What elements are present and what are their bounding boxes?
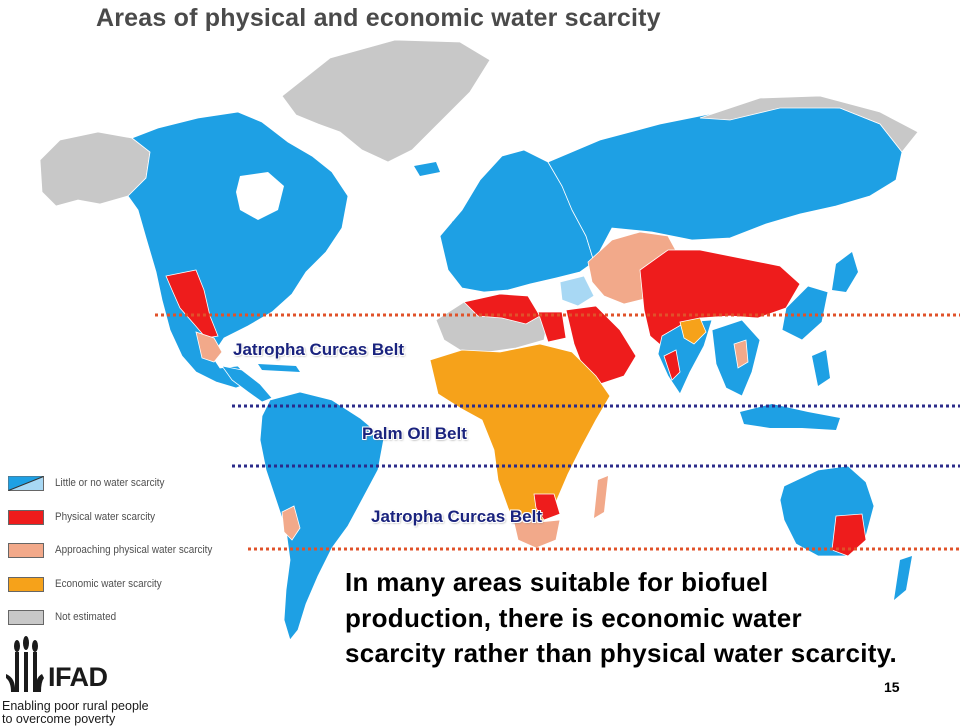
not-estimated-swatch <box>8 610 44 625</box>
region-japan <box>832 252 858 292</box>
region-greenland <box>281 39 491 163</box>
approaching-swatch <box>8 543 44 558</box>
physical-swatch <box>8 510 44 525</box>
ifad-logo: IFAD Enabling poor rural people to overc… <box>2 634 172 726</box>
region-madagascar <box>594 476 608 518</box>
region-china-east <box>781 285 829 341</box>
region-ne-siberia <box>699 95 919 153</box>
region-hudson-bay <box>236 172 284 220</box>
region-indonesia <box>740 404 840 430</box>
region-south-america <box>259 391 385 641</box>
region-indochina-approaching <box>733 339 749 369</box>
legend-label: Not estimated <box>55 611 117 623</box>
map-title: Areas of physical and economic water sca… <box>96 4 661 32</box>
economic-swatch <box>8 577 44 592</box>
region-southern-africa-approaching <box>511 513 561 549</box>
region-caucasus <box>559 275 595 307</box>
region-uk <box>452 214 470 250</box>
ifad-wordmark: IFAD <box>48 662 108 692</box>
ifad-tagline: Enabling poor rural people to overcome p… <box>2 700 149 726</box>
legend-label: Physical water scarcity <box>55 511 156 523</box>
region-sub-saharan-economic <box>429 343 611 531</box>
wheat-icon <box>6 636 44 692</box>
legend-label: Economic water scarcity <box>55 578 162 590</box>
legend-label: Little or no water scarcity <box>55 477 165 489</box>
region-iceland <box>414 162 440 176</box>
region-india-physical <box>663 349 681 381</box>
region-new-zealand <box>894 556 912 600</box>
region-philippines <box>812 350 830 386</box>
palm-oil-belt-label: Palm Oil Belt <box>362 424 467 443</box>
region-central-america <box>221 365 273 403</box>
little-or-no-swatch <box>8 476 44 491</box>
slide-caption: In many areas suitable for biofuel produ… <box>345 567 898 668</box>
region-south-america-approaching <box>281 505 301 541</box>
region-indochina-economic <box>679 317 707 345</box>
page-number: 15 <box>884 679 900 695</box>
legend-label: Approaching physical water scarcity <box>55 544 213 556</box>
region-caribbean <box>258 364 300 372</box>
north-jatropha-belt-label: Jatropha Curcas Belt <box>233 340 404 359</box>
region-north-asia <box>547 103 903 264</box>
region-egypt-physical <box>537 311 567 343</box>
ifad-tagline-line-1: Enabling poor rural people <box>2 699 149 713</box>
south-jatropha-belt-label: Jatropha Curcas Belt <box>371 507 542 526</box>
region-southern-africa-physical <box>533 493 561 521</box>
region-mexico-approaching <box>195 331 223 363</box>
